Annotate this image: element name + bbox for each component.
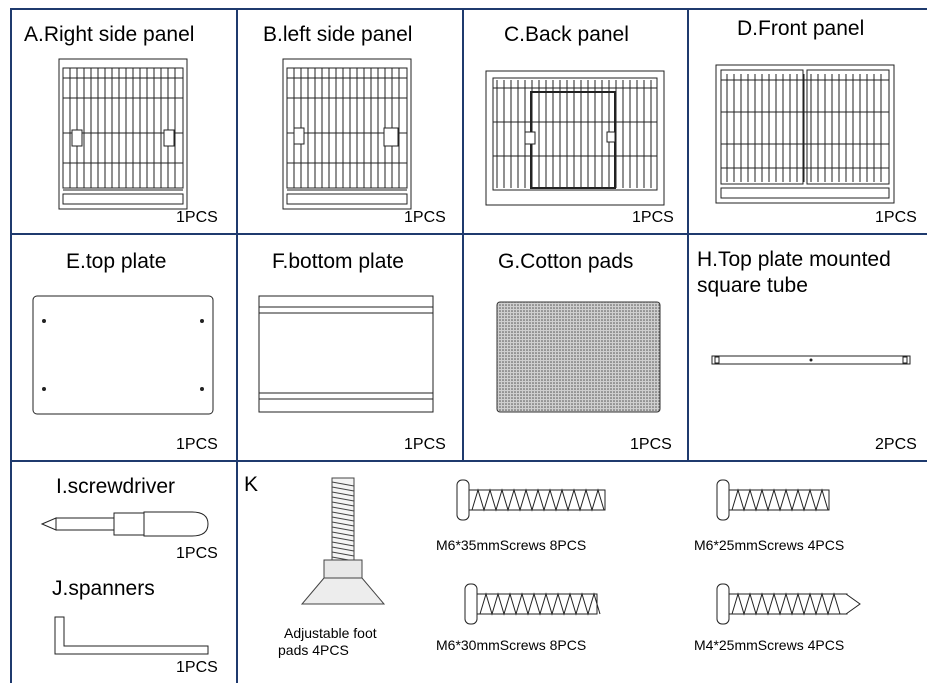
square-tube-title-line1: H.Top plate mounted bbox=[697, 248, 891, 271]
left-side-panel-title: B.left side panel bbox=[263, 23, 413, 46]
cell-bottom-plate: F.bottom plate 1PCS bbox=[238, 235, 462, 460]
back-panel-title: C.Back panel bbox=[504, 23, 629, 46]
cell-back-panel: C.Back panel 1PCS bbox=[464, 10, 687, 233]
front-panel-title: D.Front panel bbox=[737, 17, 865, 40]
cotton-pads-qty: 1PCS bbox=[630, 436, 672, 453]
m6-35-screw-caption: M6*35mmScrews 8PCS bbox=[436, 537, 587, 553]
adjustable-foot-caption-line2: pads 4PCS bbox=[278, 642, 349, 658]
cell-front-panel: D.Front panel 1PCS bbox=[689, 10, 927, 233]
top-plate-drawing bbox=[32, 295, 214, 415]
m6-25-screw-drawing bbox=[716, 476, 856, 524]
right-side-panel-title: A.Right side panel bbox=[24, 23, 195, 46]
top-plate-title: E.top plate bbox=[66, 250, 167, 273]
bottom-plate-title: F.bottom plate bbox=[272, 250, 404, 273]
col-divider-3 bbox=[687, 8, 689, 460]
cell-tools: I.screwdriver 1PCS J.spanners 1PCS bbox=[12, 462, 236, 683]
cell-top-plate: E.top plate 1PCS bbox=[12, 235, 236, 460]
spanners-qty: 1PCS bbox=[176, 659, 218, 676]
left-side-panel-drawing bbox=[282, 58, 412, 210]
screwdriver-drawing bbox=[40, 510, 212, 538]
m6-25-screw-caption: M6*25mmScrews 4PCS bbox=[694, 537, 845, 553]
cell-square-tube: H.Top plate mounted square tube 2PCS bbox=[689, 235, 927, 460]
col-divider-2 bbox=[462, 8, 464, 460]
hardware-kit-label: K bbox=[244, 473, 259, 496]
m4-25-screw-drawing bbox=[716, 580, 866, 628]
left-side-panel-qty: 1PCS bbox=[404, 209, 446, 226]
screwdriver-title: I.screwdriver bbox=[56, 475, 176, 498]
cell-hardware-kit: K Adjustable foot pads 4PCS M6*35mmScrew… bbox=[238, 462, 927, 683]
back-panel-drawing bbox=[485, 70, 665, 206]
top-plate-qty: 1PCS bbox=[176, 436, 218, 453]
right-side-panel-drawing bbox=[58, 58, 188, 210]
top-border bbox=[10, 8, 927, 10]
col-divider-1 bbox=[236, 8, 238, 683]
row-divider-2 bbox=[10, 460, 927, 462]
square-tube-title-line2: square tube bbox=[697, 274, 808, 297]
adjustable-foot-drawing bbox=[298, 476, 388, 616]
bottom-plate-drawing bbox=[258, 295, 434, 413]
spanners-title: J.spanners bbox=[52, 577, 155, 600]
left-border bbox=[10, 8, 12, 683]
row-divider-1 bbox=[10, 233, 927, 235]
bottom-plate-qty: 1PCS bbox=[404, 436, 446, 453]
cell-left-side-panel: B.left side panel 1PCS bbox=[238, 10, 462, 233]
cotton-pads-title: G.Cotton pads bbox=[498, 250, 634, 273]
m6-35-screw-drawing bbox=[456, 476, 626, 524]
cotton-pads-drawing bbox=[496, 301, 661, 413]
m4-25-screw-caption: M4*25mmScrews 4PCS bbox=[694, 637, 845, 653]
cell-right-side-panel: A.Right side panel 1PCS bbox=[12, 10, 236, 233]
cell-cotton-pads: G.Cotton pads 1PCS bbox=[464, 235, 687, 460]
right-side-panel-qty: 1PCS bbox=[176, 209, 218, 226]
screwdriver-qty: 1PCS bbox=[176, 545, 218, 562]
adjustable-foot-caption-line1: Adjustable foot bbox=[284, 625, 377, 641]
front-panel-qty: 1PCS bbox=[875, 209, 917, 226]
back-panel-qty: 1PCS bbox=[632, 209, 674, 226]
m6-30-screw-caption: M6*30mmScrews 8PCS bbox=[436, 637, 587, 653]
square-tube-drawing bbox=[711, 353, 911, 367]
m6-30-screw-drawing bbox=[464, 580, 624, 628]
front-panel-drawing bbox=[715, 64, 895, 204]
spanner-drawing bbox=[54, 616, 210, 656]
square-tube-qty: 2PCS bbox=[875, 436, 917, 453]
